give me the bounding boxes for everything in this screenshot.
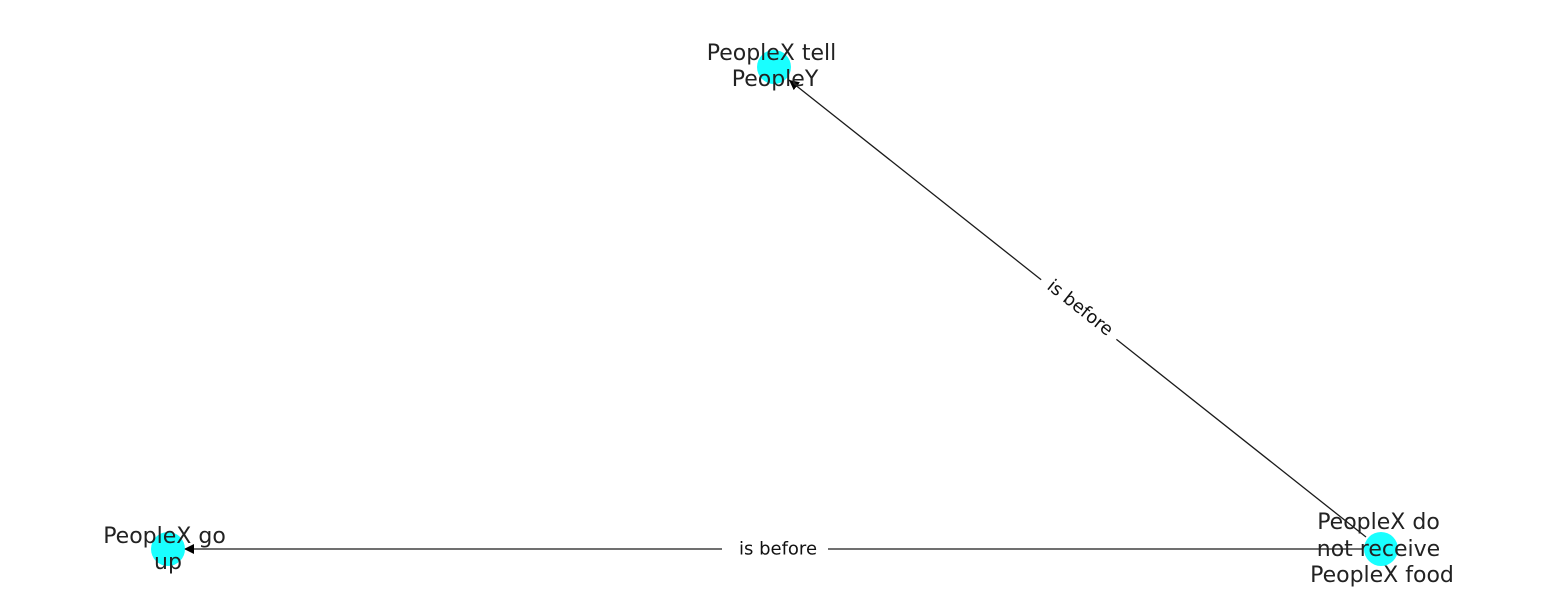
node-circle [151, 532, 185, 566]
node-circle [757, 50, 791, 84]
node-circle [1364, 532, 1398, 566]
edge-food-to-goup: is before [184, 535, 1363, 563]
edge-label: is before [1043, 276, 1117, 341]
edge-label: is before [739, 539, 817, 560]
node-goup: PeopleX go up [103, 524, 233, 575]
node-food: PeopleX do not receive PeopleX food [1310, 510, 1454, 588]
node-tell: PeopleX tell PeopleY [707, 41, 844, 92]
node-label: PeopleX tell PeopleY [707, 41, 844, 92]
edge-food-to-tell: is before [788, 79, 1367, 538]
node-label: PeopleX go up [103, 524, 233, 575]
node-label: PeopleX do not receive PeopleX food [1310, 510, 1454, 588]
